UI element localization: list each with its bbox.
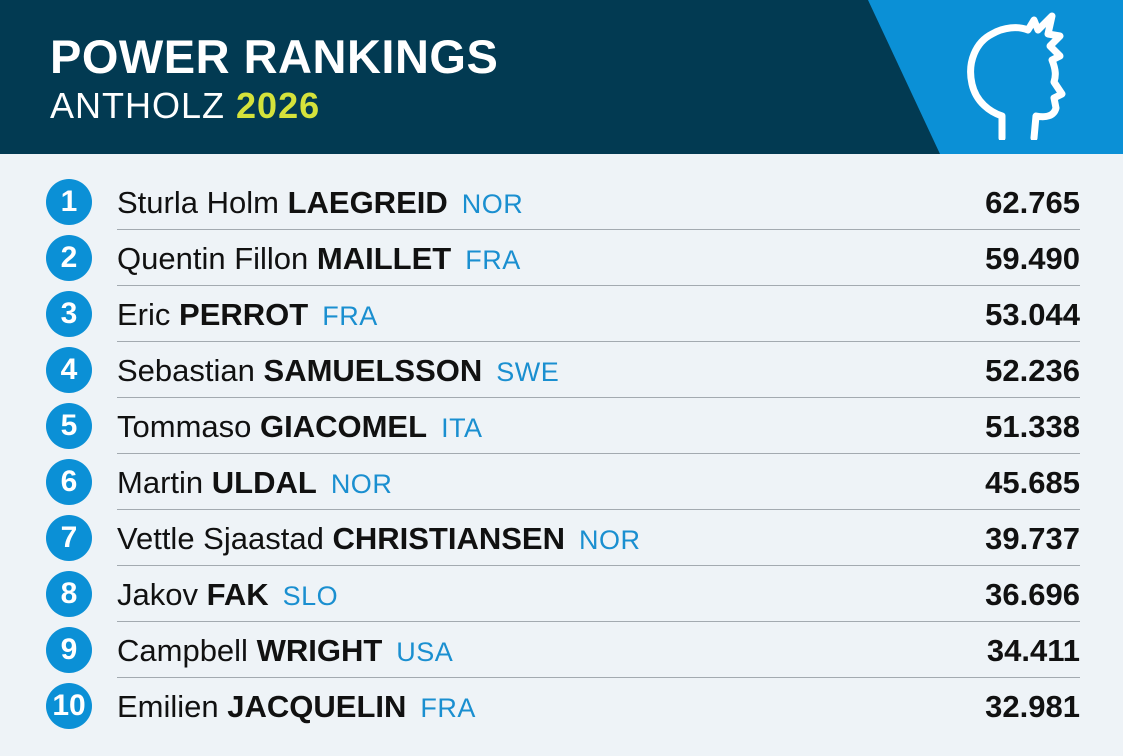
rank-badge: 8: [46, 571, 92, 617]
athlete-name: Martin ULDAL NOR: [117, 463, 392, 504]
rank-badge: 4: [46, 347, 92, 393]
header-banner: POWER RANKINGS ANTHOLZ 2026: [0, 0, 1123, 154]
athlete-nation: SLO: [282, 581, 339, 611]
athlete-first-name: Quentin Fillon: [117, 241, 309, 276]
athlete-first-name: Campbell: [117, 633, 248, 668]
athlete-nation: SWE: [496, 357, 560, 387]
athlete-name: Quentin Fillon MAILLET FRA: [117, 239, 521, 280]
ranking-row: 1 Sturla Holm LAEGREID NOR 62.765: [46, 174, 1080, 230]
ranking-row: 6 Martin ULDAL NOR 45.685: [46, 454, 1080, 510]
rank-badge: 2: [46, 235, 92, 281]
athlete-first-name: Eric: [117, 297, 171, 332]
athlete-first-name: Sebastian: [117, 353, 255, 388]
athlete-name: Sebastian SAMUELSSON SWE: [117, 351, 559, 392]
athlete-nation: NOR: [578, 525, 641, 555]
row-divider: [117, 620, 1080, 622]
row-divider: [117, 396, 1080, 398]
athlete-nation: FRA: [420, 693, 476, 723]
rank-badge: 9: [46, 627, 92, 673]
rank-badge: 1: [46, 179, 92, 225]
ranking-row: 3 Eric PERROT FRA 53.044: [46, 286, 1080, 342]
athlete-first-name: Vettle Sjaastad: [117, 521, 324, 556]
athlete-name: Tommaso GIACOMEL ITA: [117, 407, 483, 448]
athlete-last-name: FAK: [206, 577, 269, 612]
rank-badge: 10: [46, 683, 92, 729]
athlete-last-name: JACQUELIN: [227, 689, 407, 724]
athlete-name: Eric PERROT FRA: [117, 295, 378, 336]
page-subtitle: ANTHOLZ 2026: [50, 86, 320, 126]
athlete-nation: FRA: [465, 245, 521, 275]
row-divider: [117, 228, 1080, 230]
athlete-last-name: PERROT: [179, 297, 309, 332]
athlete-first-name: Jakov: [117, 577, 198, 612]
athlete-name: Sturla Holm LAEGREID NOR: [117, 183, 523, 224]
athlete-score: 53.044: [985, 297, 1080, 332]
athlete-score: 45.685: [985, 465, 1080, 500]
ranking-row: 7 Vettle Sjaastad CHRISTIANSEN NOR 39.737: [46, 510, 1080, 566]
event-name: ANTHOLZ: [50, 85, 226, 126]
athlete-score: 32.981: [985, 689, 1080, 724]
athlete-last-name: MAILLET: [316, 241, 452, 276]
page-title: POWER RANKINGS: [50, 30, 499, 83]
rank-badge: 5: [46, 403, 92, 449]
athlete-first-name: Sturla Holm: [117, 185, 279, 220]
athlete-score: 34.411: [986, 633, 1080, 668]
athlete-name: Campbell WRIGHT USA: [117, 631, 453, 672]
rank-badge: 3: [46, 291, 92, 337]
ranking-row: 8 Jakov FAK SLO 36.696: [46, 566, 1080, 622]
athlete-nation: NOR: [330, 469, 393, 499]
event-year: 2026: [236, 85, 321, 126]
athlete-name: Emilien JACQUELIN FRA: [117, 687, 476, 728]
row-divider: [117, 676, 1080, 678]
athlete-first-name: Tommaso: [117, 409, 252, 444]
athlete-nation: USA: [396, 637, 454, 667]
ranking-row: 5 Tommaso GIACOMEL ITA 51.338: [46, 398, 1080, 454]
row-divider: [117, 508, 1080, 510]
row-divider: [117, 564, 1080, 566]
athlete-nation: FRA: [322, 301, 378, 331]
ranking-row: 2 Quentin Fillon MAILLET FRA 59.490: [46, 230, 1080, 286]
athlete-last-name: LAEGREID: [287, 185, 448, 220]
row-divider: [117, 340, 1080, 342]
athlete-first-name: Martin: [117, 465, 204, 500]
athlete-last-name: ULDAL: [211, 465, 317, 500]
athlete-score: 62.765: [985, 185, 1080, 220]
athlete-last-name: SAMUELSSON: [263, 353, 483, 388]
ranking-row: 10 Emilien JACQUELIN FRA 32.981: [46, 678, 1080, 734]
athlete-name: Vettle Sjaastad CHRISTIANSEN NOR: [117, 519, 640, 560]
athlete-score: 52.236: [985, 353, 1080, 388]
athlete-last-name: WRIGHT: [256, 633, 383, 668]
row-divider: [117, 284, 1080, 286]
ranking-row: 9 Campbell WRIGHT USA 34.411: [46, 622, 1080, 678]
rank-badge: 7: [46, 515, 92, 561]
rankings-list: 1 Sturla Holm LAEGREID NOR 62.765 2 Quentin F…: [46, 174, 1080, 734]
athlete-score: 59.490: [985, 241, 1080, 276]
athlete-score: 36.696: [985, 577, 1080, 612]
rank-badge: 6: [46, 459, 92, 505]
athlete-score: 51.338: [985, 409, 1080, 444]
row-divider: [117, 452, 1080, 454]
head-silhouette-icon: [967, 12, 1066, 140]
athlete-score: 39.737: [985, 521, 1080, 556]
athlete-last-name: CHRISTIANSEN: [332, 521, 565, 556]
athlete-last-name: GIACOMEL: [260, 409, 428, 444]
athlete-nation: NOR: [461, 189, 524, 219]
ranking-row: 4 Sebastian SAMUELSSON SWE 52.236: [46, 342, 1080, 398]
athlete-first-name: Emilien: [117, 689, 219, 724]
athlete-nation: ITA: [441, 413, 483, 443]
athlete-name: Jakov FAK SLO: [117, 575, 338, 616]
